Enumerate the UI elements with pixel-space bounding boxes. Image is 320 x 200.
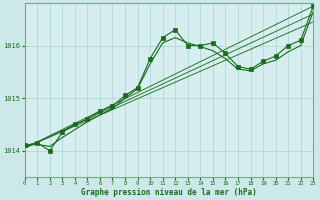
X-axis label: Graphe pression niveau de la mer (hPa): Graphe pression niveau de la mer (hPa) <box>81 188 257 197</box>
